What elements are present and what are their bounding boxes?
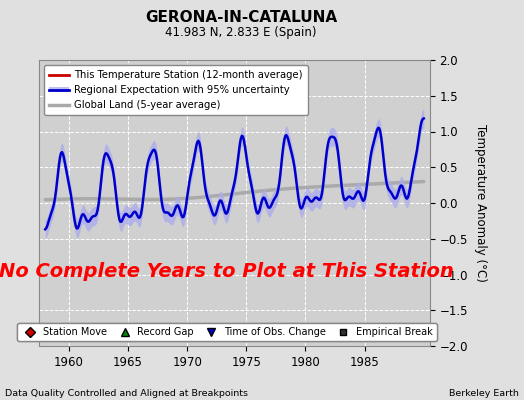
Text: No Complete Years to Plot at This Station: No Complete Years to Plot at This Statio… — [0, 262, 454, 281]
Text: Berkeley Earth: Berkeley Earth — [449, 389, 519, 398]
Y-axis label: Temperature Anomaly (°C): Temperature Anomaly (°C) — [474, 124, 487, 282]
Text: Data Quality Controlled and Aligned at Breakpoints: Data Quality Controlled and Aligned at B… — [5, 389, 248, 398]
Text: 41.983 N, 2.833 E (Spain): 41.983 N, 2.833 E (Spain) — [165, 26, 317, 39]
Text: GERONA-IN-CATALUNA: GERONA-IN-CATALUNA — [145, 10, 337, 25]
Legend: Station Move, Record Gap, Time of Obs. Change, Empirical Break: Station Move, Record Gap, Time of Obs. C… — [17, 323, 436, 341]
